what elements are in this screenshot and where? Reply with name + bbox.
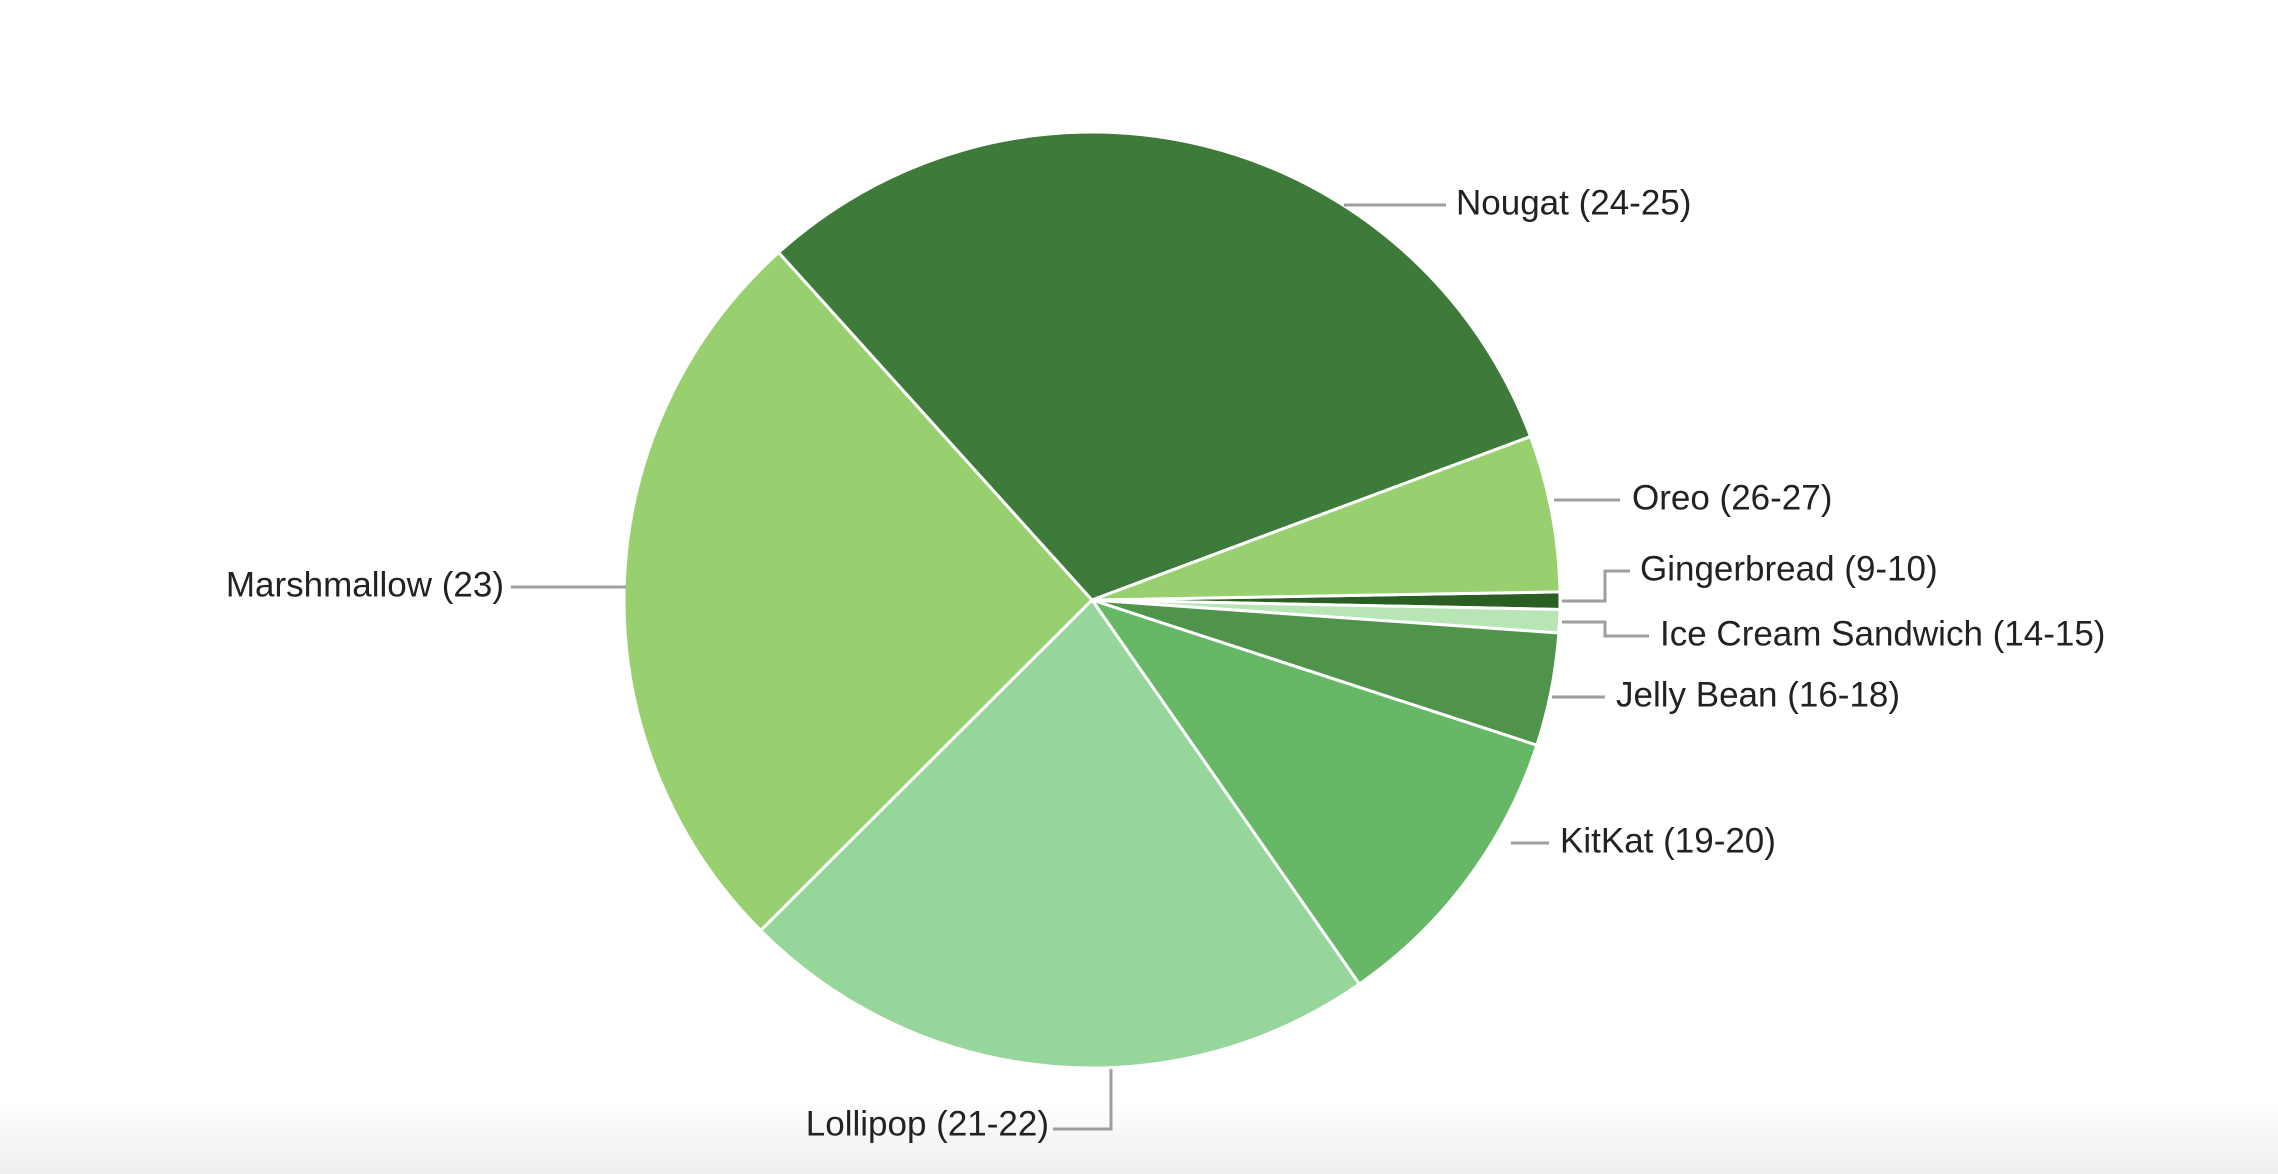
pie-slice [1088, 597, 1539, 987]
slice-label: Nougat (24-25) [1456, 183, 1691, 222]
pie-slice [1091, 434, 1562, 602]
pie-slice [776, 130, 1533, 602]
slice-label: Jelly Bean (16-18) [1616, 675, 1900, 714]
bottom-shade [0, 1100, 2278, 1174]
slice-label: Lollipop (21-22) [806, 1104, 1049, 1143]
slice-label: Ice Cream Sandwich (14-15) [1660, 614, 2105, 653]
leader-line [1562, 620, 1649, 638]
leader-line [1562, 569, 1630, 603]
slice-label: KitKat (19-20) [1560, 821, 1776, 860]
slice-label: Gingerbread (9-10) [1640, 549, 1938, 588]
slice-label: Marshmallow (23) [226, 565, 504, 604]
pie-slice [758, 597, 1362, 1070]
slice-label: Oreo (26-27) [1632, 478, 1832, 517]
leader-line [1053, 1069, 1113, 1131]
